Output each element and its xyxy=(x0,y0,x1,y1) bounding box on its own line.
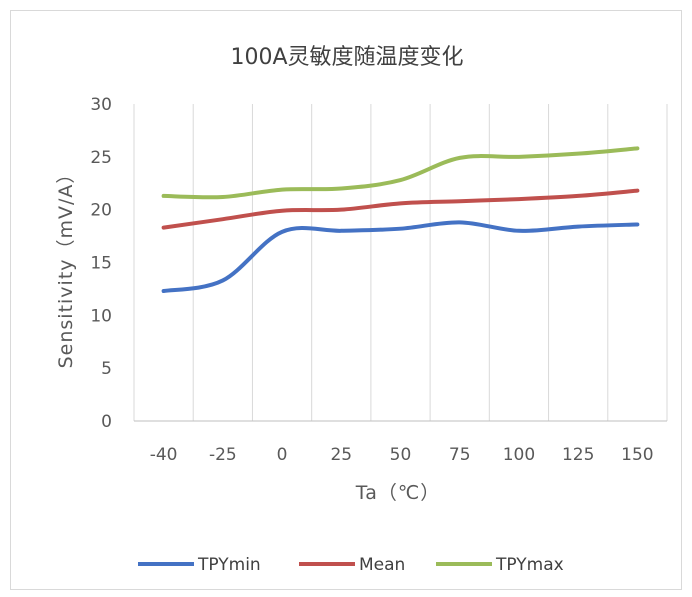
y-tick-label: 10 xyxy=(90,306,112,326)
x-tick-label: -25 xyxy=(209,445,237,465)
series-lines xyxy=(161,146,640,294)
series-line-tpymin xyxy=(161,220,640,294)
x-tick-label: 150 xyxy=(621,445,653,465)
x-tick-label: 0 xyxy=(277,445,288,465)
x-tick-label: 100 xyxy=(503,445,535,465)
gridlines xyxy=(133,104,668,422)
y-tick-label: 0 xyxy=(101,412,112,432)
legend-label: TPYmax xyxy=(495,555,564,575)
x-tick-label: 125 xyxy=(562,445,594,465)
y-tick-label: 20 xyxy=(90,201,112,221)
legend: TPYmin Mean TPYmax xyxy=(138,555,564,575)
y-tick-labels: 0 5 10 15 20 25 30 xyxy=(90,95,112,432)
y-tick-label: 15 xyxy=(90,254,112,274)
x-tick-labels: -40 -25 0 25 50 75 100 125 150 xyxy=(150,445,654,465)
x-tick-label: 75 xyxy=(449,445,471,465)
chart-title: 100A灵敏度随温度变化 xyxy=(230,45,463,70)
x-tick-label: 50 xyxy=(390,445,412,465)
series-line-tpymax xyxy=(161,146,640,200)
y-axis-title: Sensitivity（mV/A） xyxy=(55,164,77,369)
series-line-mean xyxy=(161,188,640,230)
chart-frame xyxy=(10,10,682,590)
y-tick-label: 30 xyxy=(90,95,112,115)
x-tick-label: 25 xyxy=(330,445,352,465)
y-tick-label: 5 xyxy=(101,359,112,379)
legend-label: Mean xyxy=(359,555,405,575)
x-axis-title: Ta（℃） xyxy=(355,482,440,504)
x-tick-label: -40 xyxy=(150,445,178,465)
legend-label: TPYmin xyxy=(197,555,261,575)
y-tick-label: 25 xyxy=(90,148,112,168)
